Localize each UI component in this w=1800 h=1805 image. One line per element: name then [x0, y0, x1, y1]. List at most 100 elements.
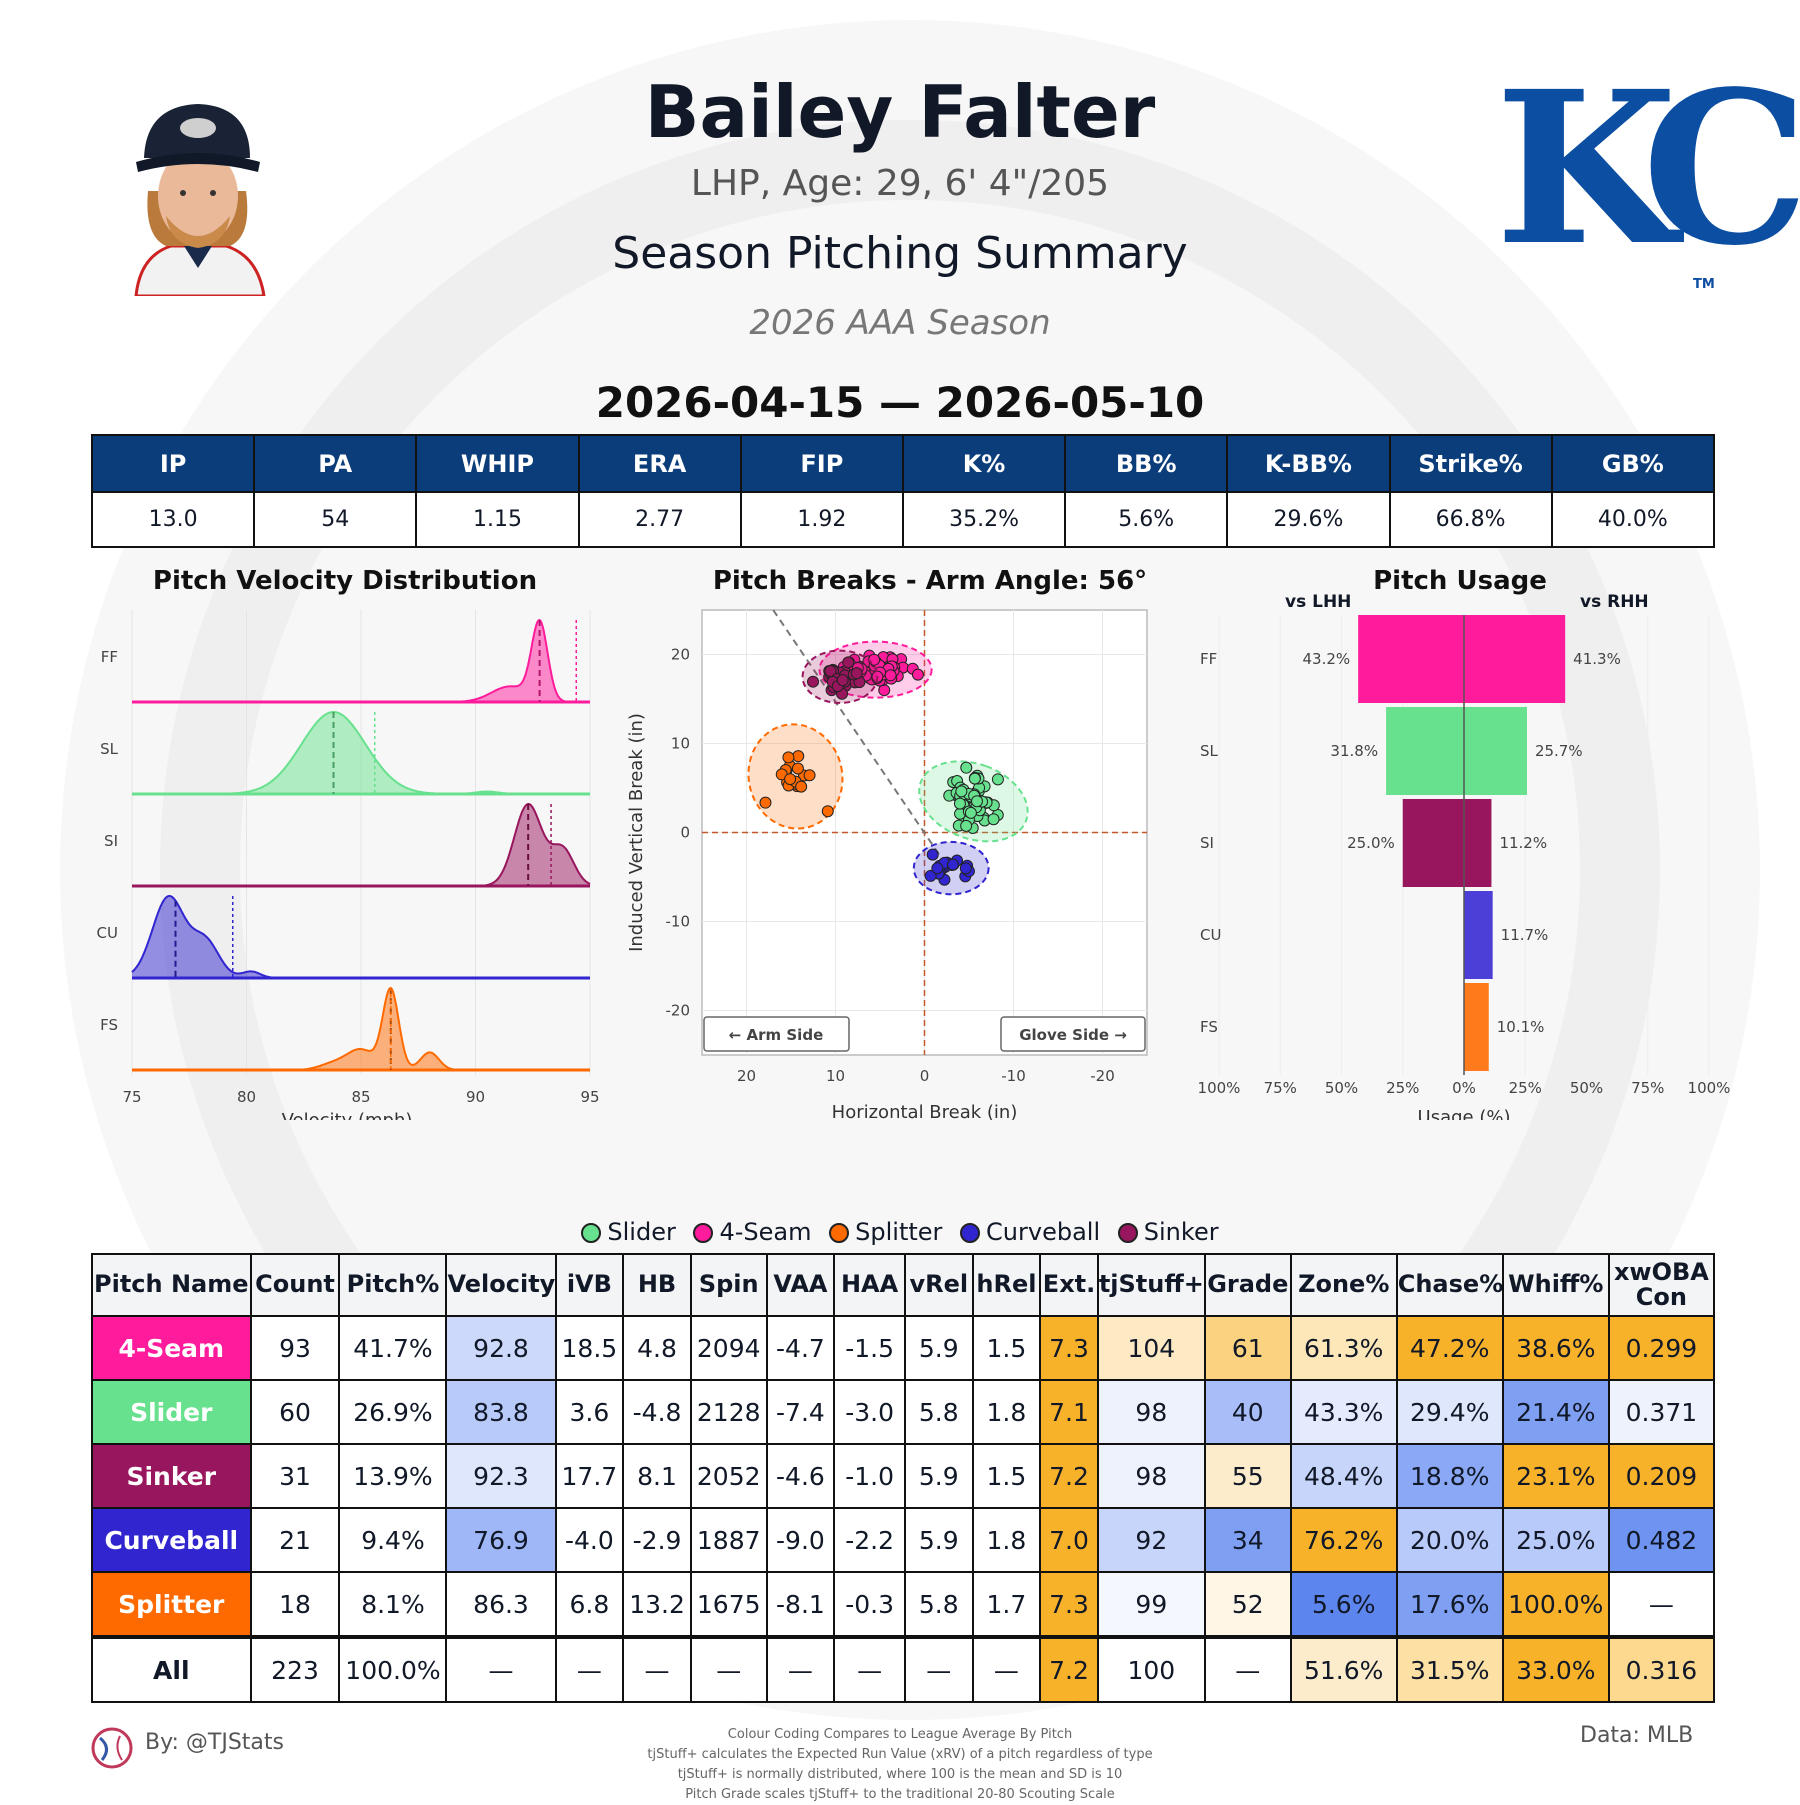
pitch-break-chart: 20 10 0 -10 -20 20 10 0 -10 -20 Horizontal Break (… — [626, 609, 1148, 1120]
legend-label: Curveball — [986, 1218, 1101, 1246]
stat-value: 2.77 — [577, 491, 742, 548]
player-bio: LHP, Age: 29, 6' 4"/205 — [690, 163, 1110, 204]
metric-cell: 17.7 — [554, 1443, 625, 1509]
metric-cell: 61.3% — [1289, 1315, 1398, 1381]
stat-value: 1.15 — [415, 491, 580, 548]
metric-cell: -4.6 — [765, 1443, 836, 1509]
x-axis-label: Velocity (mph) — [282, 1110, 413, 1120]
metric-cell: 0.371 — [1607, 1379, 1716, 1445]
tjstats-logo-icon — [91, 1727, 133, 1769]
table-row: Sinker 31 13.9% 92.3 17.7 8.1 2052 -4.6 -1.0 5.9 1… — [91, 1443, 1716, 1509]
usage-label-rhh: 41.3% — [1573, 650, 1621, 668]
metric-cell: 5.9 — [903, 1315, 974, 1381]
metric-cell: 17.6% — [1395, 1571, 1504, 1638]
pitch-point-slider — [964, 806, 977, 819]
metric-cell: 41.7% — [338, 1315, 448, 1381]
metric-cell: 34 — [1203, 1507, 1292, 1573]
metric-cell: — — [689, 1635, 768, 1703]
stat-header: BB% — [1064, 434, 1229, 493]
pitch-point-splitter — [803, 769, 816, 782]
x-tick-label: 75 — [122, 1088, 141, 1106]
x-tick-label: 80 — [237, 1088, 256, 1106]
density-area-cu — [132, 896, 590, 978]
pitch-legend: Slider 4-Seam Splitter Curveball Sinker — [0, 1218, 1800, 1246]
pitch-point-splitter — [759, 796, 772, 809]
metric-cell: 51.6% — [1289, 1635, 1398, 1703]
legend-item-4-seam: 4-Seam — [693, 1218, 812, 1246]
metric-cell: — — [903, 1635, 974, 1703]
x-axis-label: Usage (%) — [1418, 1107, 1511, 1120]
density-area-ff — [132, 620, 590, 702]
metric-cell: 0.209 — [1607, 1443, 1716, 1509]
usage-category-label: SL — [1200, 742, 1219, 760]
metric-cell: 43.3% — [1289, 1379, 1398, 1445]
metric-cell: 2094 — [689, 1315, 768, 1381]
usage-label-lhh: 31.8% — [1330, 742, 1378, 760]
density-area-fs — [132, 988, 590, 1070]
pitch-table-header: hRel — [971, 1253, 1042, 1317]
table-row: 4-Seam 93 41.7% 92.8 18.5 4.8 2094 -4.7 -1.5 5.9 1… — [91, 1315, 1716, 1381]
pitch-name-cell: Splitter — [91, 1571, 252, 1638]
y-tick-label: 0 — [680, 824, 690, 842]
pitch-point-splitter — [784, 773, 797, 786]
metric-cell: 1.8 — [971, 1507, 1042, 1573]
pitch-table-header: HB — [622, 1253, 692, 1317]
metric-cell: -9.0 — [765, 1507, 836, 1573]
metric-cell: -4.0 — [554, 1507, 625, 1573]
metric-cell: 18 — [249, 1571, 341, 1638]
metric-cell: -2.9 — [622, 1507, 692, 1573]
metric-cell: 9.4% — [338, 1507, 448, 1573]
pitch-table-header: xwOBA Con — [1607, 1253, 1716, 1317]
metric-cell: 83.8 — [445, 1379, 557, 1445]
metric-cell: 61 — [1203, 1315, 1292, 1381]
pitch-point-curveball — [946, 858, 959, 871]
glove-side-box — [1000, 1016, 1146, 1052]
metric-cell: 92.8 — [445, 1315, 557, 1381]
legend-marker — [581, 1223, 602, 1243]
usage-bar-rhh-ff — [1464, 615, 1566, 703]
metric-cell: 31 — [249, 1443, 341, 1509]
arm-side-box — [703, 1016, 850, 1052]
stat-header: K-BB% — [1226, 434, 1391, 493]
stat-value: 5.6% — [1064, 491, 1229, 548]
y-axis-label: Induced Vertical Break (in) — [626, 713, 647, 952]
pitch-point-splitter — [791, 762, 804, 775]
pitch-row-label: CU — [97, 924, 118, 942]
metric-cell: 100.0% — [1501, 1571, 1610, 1638]
usage-category-label: SI — [1200, 834, 1214, 852]
pitch-point-slider — [960, 761, 973, 774]
pitch-point-curveball — [926, 848, 939, 861]
x-tick-label: 20 — [737, 1067, 756, 1085]
metric-cell: -3.0 — [833, 1379, 906, 1445]
pitch-point-splitter — [792, 750, 805, 763]
metric-cell: 8.1 — [622, 1443, 692, 1509]
stat-header: K% — [901, 434, 1067, 493]
pitch-table-header: vRel — [903, 1253, 974, 1317]
metric-cell: 18.5 — [554, 1315, 625, 1381]
metric-cell: — — [622, 1635, 692, 1703]
metric-cell: 48.4% — [1289, 1443, 1398, 1509]
velocity-distribution-chart: 75 80 85 90 95 Velocity (mph) FF SL SI CU FS — [97, 610, 600, 1120]
pitch-point-curveball — [924, 869, 937, 882]
pitch-point-slider — [955, 785, 968, 798]
metric-cell: 1.7 — [971, 1571, 1042, 1638]
metric-cell: -1.5 — [833, 1315, 906, 1381]
pitch-table-header: Pitch% — [338, 1253, 448, 1317]
y-tick-label: 20 — [671, 646, 690, 664]
pitch-table-header: VAA — [765, 1253, 836, 1317]
metric-cell: 21.4% — [1501, 1379, 1610, 1445]
usage-bar-lhh-si — [1402, 799, 1464, 887]
usage-right-label: vs RHH — [1580, 592, 1649, 612]
metric-cell: 33.0% — [1501, 1635, 1610, 1703]
metric-cell: 7.2 — [1039, 1443, 1099, 1509]
x-tick-label: 25% — [1509, 1079, 1542, 1097]
metric-cell: 52 — [1203, 1571, 1292, 1638]
x-tick-label: 95 — [580, 1088, 599, 1106]
x-tick-label: 0% — [1452, 1079, 1476, 1097]
metric-cell: 1.8 — [971, 1379, 1042, 1445]
pitch-usage-chart: 100% 75% 50% 25% 0% 25% 50% 75% 100% Usage (%) 43.… — [1198, 615, 1730, 1120]
pitch-point-slider — [968, 772, 981, 785]
metric-cell: -8.1 — [765, 1571, 836, 1638]
metric-cell: 98 — [1096, 1443, 1206, 1509]
pitch-point-sinker — [807, 675, 820, 688]
